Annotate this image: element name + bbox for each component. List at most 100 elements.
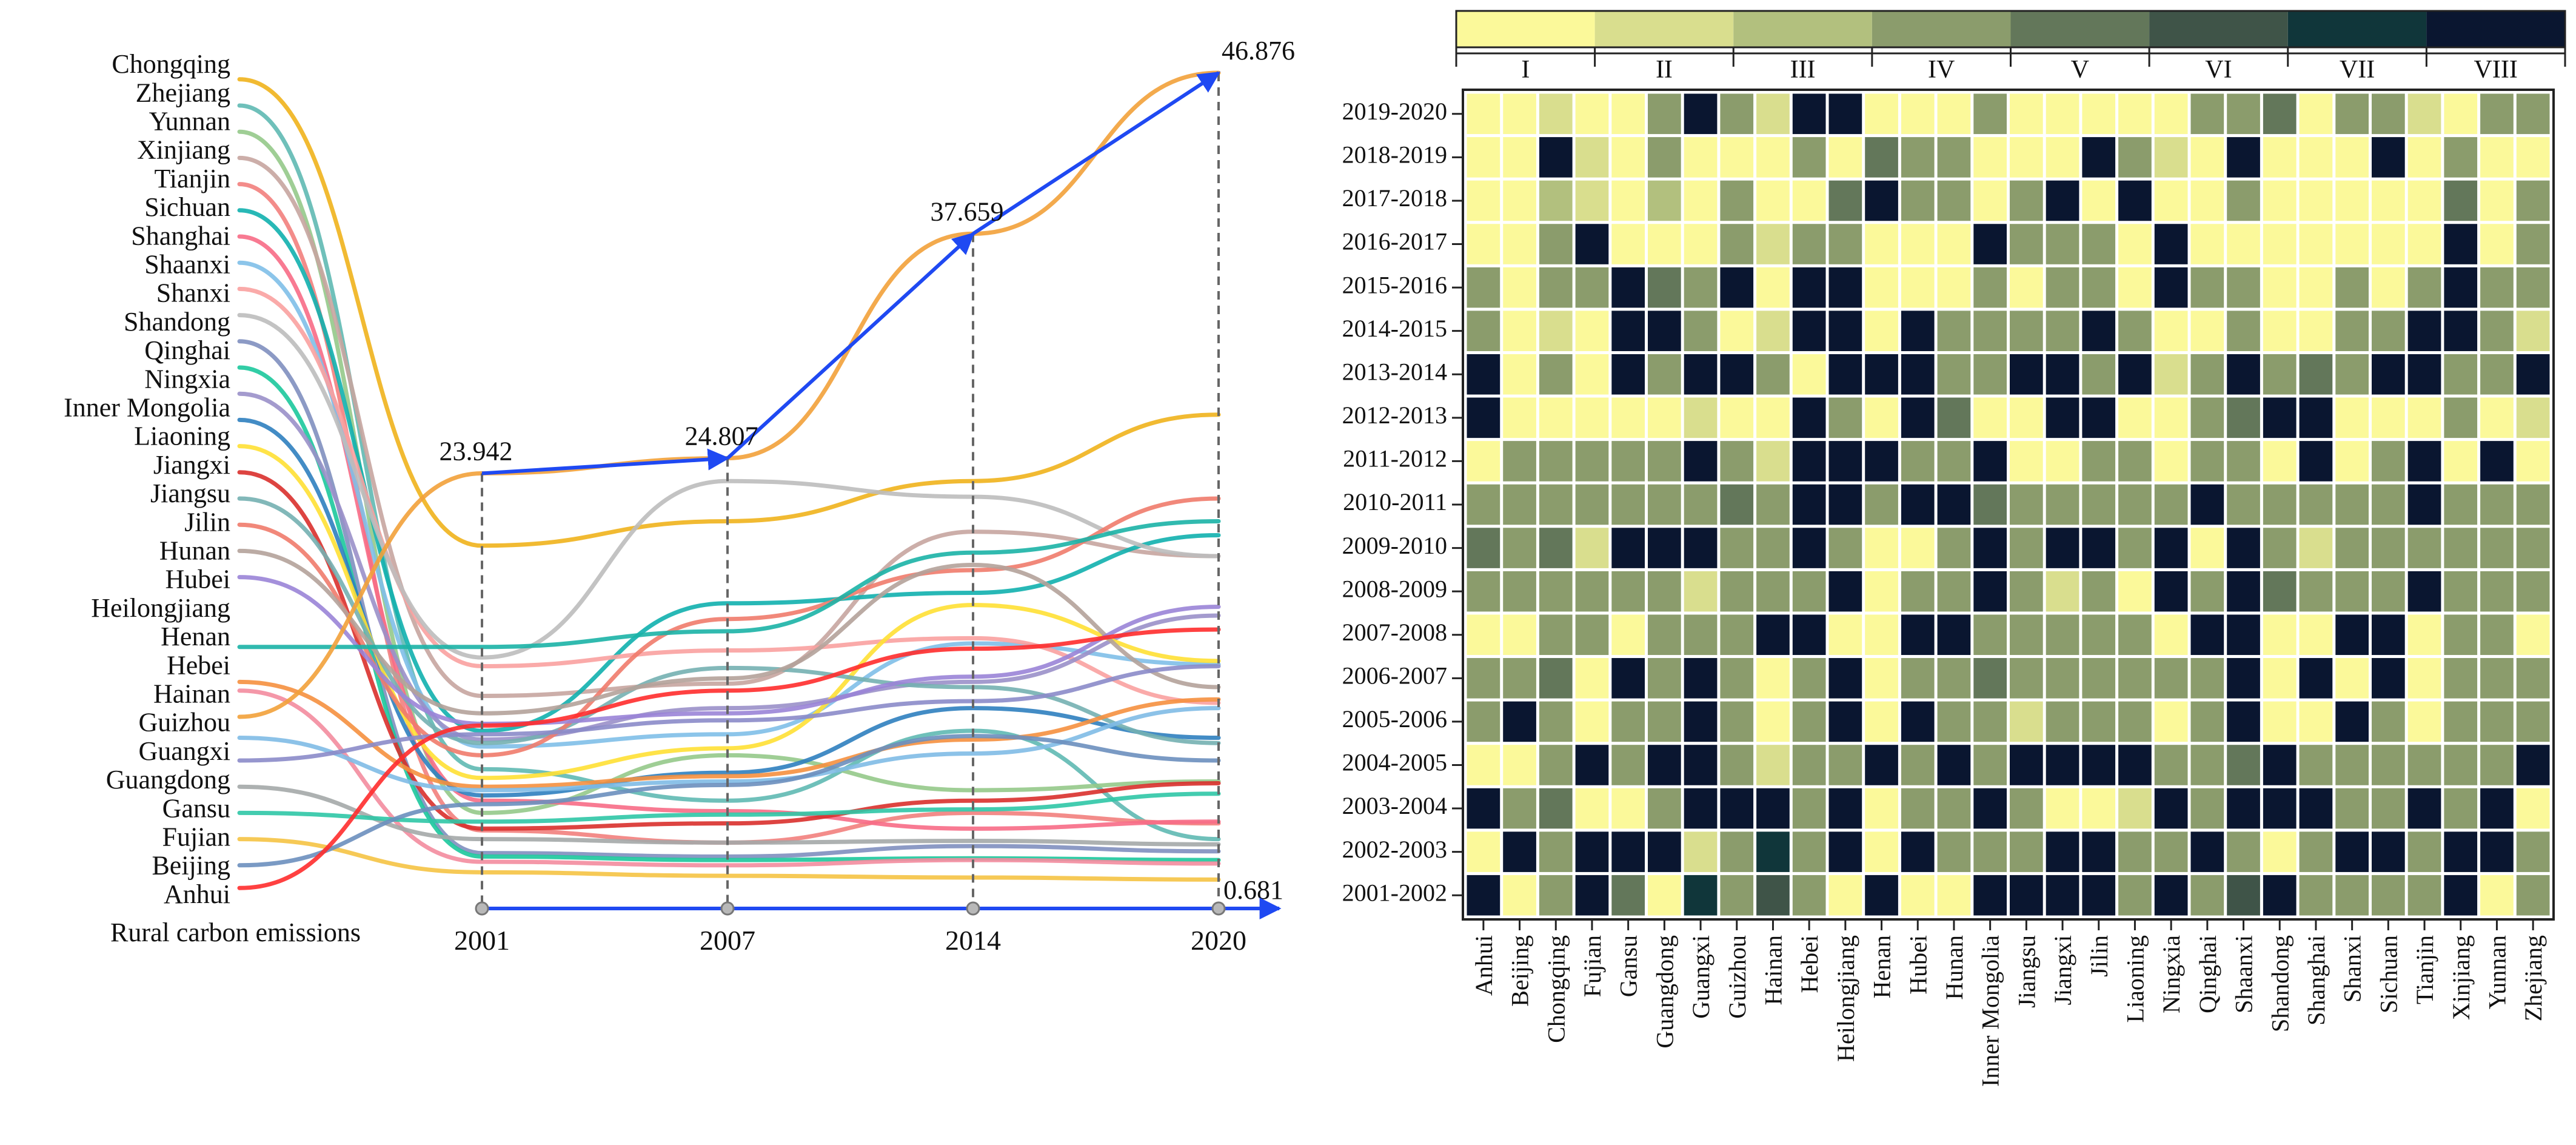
heatmap-cell [1684,267,1718,308]
heatmap-cell [2480,528,2514,568]
heatmap-cell [1756,614,1790,656]
period-label: 2009-2010 [1342,532,1447,559]
heatmap-cell [1973,788,2007,829]
heatmap-cell [2335,701,2369,742]
x-axis-title: Rural carbon emissions [110,918,361,947]
heatmap-cell [2335,354,2369,395]
heatmap-cell [1611,788,1645,829]
series-line-henan [237,519,1221,650]
year-tick-label: 2020 [1191,925,1246,956]
heatmap-cell [2118,441,2152,482]
heatmap-cell [2516,397,2550,438]
heatmap-cell [1503,397,1536,438]
heatmap-cell [2154,831,2188,872]
heatmap-cell [2046,311,2079,351]
heatmap-cell [2046,745,2079,785]
heatmap-cell [1503,788,1536,829]
province-label: Ningxia [144,364,230,394]
province-column-label: Guizhou [1724,935,1751,1019]
heatmap-cell [1684,311,1718,351]
heatmap-cell [2154,614,2188,656]
province-label: Chongqing [112,49,230,79]
heatmap-cell [2372,311,2405,351]
heatmap-cell [2154,875,2188,916]
heatmap-cell [2190,571,2224,612]
province-label: Henan [161,622,230,651]
heatmap-cell [2444,788,2478,829]
heatmap-cell [2082,397,2116,438]
province-column-label: Anhui [1470,935,1497,996]
heatmap-cell [2335,528,2369,568]
heatmap-cell [2516,528,2550,568]
heatmap-cell [1720,571,1754,612]
heatmap-cell [2299,267,2333,308]
heatmap-cell [1865,354,1898,395]
heatmap-cell [1648,484,1681,525]
heatmap-cell [2010,137,2043,178]
heatmap-cell [2335,875,2369,916]
year-tick-label: 2001 [454,925,510,956]
heatmap-cell [1973,354,2007,395]
heatmap-cell [2372,93,2405,135]
heatmap-cell [2516,137,2550,178]
heatmap-cell [2227,701,2260,742]
heatmap-cell [1575,354,1609,395]
heatmap-cell [1865,701,1898,742]
heatmap-cell [1539,745,1573,785]
heatmap-cell [1901,571,1935,612]
heatmap-cell [1503,484,1536,525]
heatmap-cell [2263,875,2297,916]
heatmap-cell [1611,614,1645,656]
province-label: Jilin [184,507,230,537]
heatmap-cell [2407,614,2441,656]
series-line-jilin [237,496,1221,745]
heatmap-cell [1611,397,1645,438]
heatmap-cell [1792,658,1826,699]
heatmap-cell [2118,701,2152,742]
province-column-label: Shaanxi [2230,935,2258,1013]
heatmap-cell [2372,614,2405,656]
heatmap-cell [1792,528,1826,568]
heatmap-cell [2190,831,2224,872]
heatmap-cell [1648,571,1681,612]
heatmap-cell [2299,614,2333,656]
heatmap-cell [2299,180,2333,221]
heatmap-cell [2227,528,2260,568]
province-column-label: Tianjin [2411,935,2438,1004]
heatmap-cell [1575,788,1609,829]
heatmap-cell [1648,354,1681,395]
heatmap-cell [1901,528,1935,568]
heatmap-cell [1756,137,1790,178]
heatmap-cell [1756,701,1790,742]
heatmap-cell [1720,831,1754,872]
heatmap-cell [2480,224,2514,264]
heatmap-cell [2335,831,2369,872]
legend-swatch [2287,11,2427,47]
heatmap-cell [2516,658,2550,699]
heatmap-cell [1828,614,1862,656]
province-label: Sichuan [144,192,230,222]
legend-swatch [2426,11,2565,47]
heatmap-cell [2335,484,2369,525]
heatmap-cell [1937,137,1971,178]
heatmap-cell [2516,788,2550,829]
heatmap-cell [1684,397,1718,438]
province-column-label: Liaoning [2121,935,2149,1022]
heatmap-cell [1720,745,1754,785]
heatmap-cell [2190,441,2224,482]
province-column-label: Shandong [2266,935,2293,1032]
heatmap-cell [1720,93,1754,135]
heatmap-cell [2046,441,2079,482]
heatmap-cell [1828,571,1862,612]
province-column-label: Jiangsu [2013,935,2040,1008]
period-label: 2016-2017 [1342,228,1447,255]
province-label: Heilongjiang [91,593,230,623]
heatmap-cell [1684,831,1718,872]
legend-class-label: I [1521,56,1530,84]
heatmap-cell [2118,571,2152,612]
heatmap-cell [2227,875,2260,916]
province-column-label: Ningxia [2158,935,2185,1013]
heatmap-cell [2082,571,2116,612]
period-label: 2006-2007 [1342,662,1447,689]
heatmap-cell [2263,397,2297,438]
